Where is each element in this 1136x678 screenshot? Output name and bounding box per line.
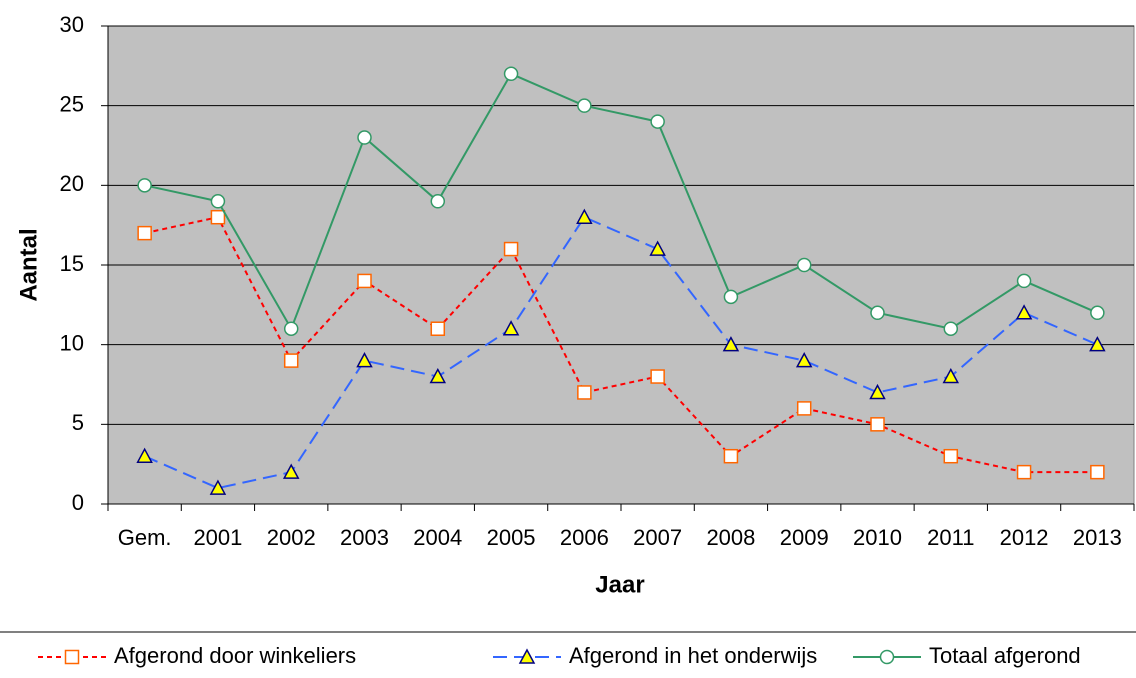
marker — [136, 447, 153, 463]
x-tick-label: 2006 — [560, 525, 609, 550]
marker — [282, 463, 300, 479]
marker — [357, 273, 372, 289]
marker — [723, 289, 739, 305]
marker — [64, 649, 80, 665]
marker — [650, 369, 665, 384]
marker — [942, 367, 960, 384]
x-tick-label: 2003 — [340, 525, 389, 550]
marker — [649, 240, 666, 256]
marker — [722, 336, 740, 352]
marker — [1016, 464, 1032, 480]
marker — [870, 305, 885, 321]
x-tick-label: 2010 — [853, 525, 902, 550]
y-tick-label: 25 — [60, 91, 84, 116]
x-tick-label: 2005 — [487, 525, 536, 550]
y-axis-title: Aantal — [15, 228, 42, 301]
x-tick-label: 2004 — [413, 525, 462, 550]
x-tick-label: Gem. — [118, 525, 172, 550]
y-tick-label: 30 — [60, 12, 84, 37]
marker — [795, 352, 813, 368]
series-line — [144, 72, 1098, 332]
marker — [503, 241, 519, 257]
marker — [723, 448, 739, 464]
marker — [137, 225, 152, 241]
marker — [502, 320, 520, 336]
x-tick-label: 2002 — [267, 525, 316, 550]
marker — [503, 66, 519, 82]
marker — [357, 130, 372, 145]
marker — [1090, 464, 1105, 480]
marker — [356, 352, 373, 368]
marker — [879, 649, 895, 665]
x-tick-label: 2001 — [193, 525, 242, 550]
marker — [796, 401, 812, 416]
marker — [577, 385, 592, 400]
marker — [430, 194, 446, 209]
legend-label: Afgerond door winkeliers — [114, 643, 356, 668]
marker — [1090, 305, 1105, 321]
marker — [430, 321, 446, 336]
series-line — [144, 215, 1098, 490]
x-tick-label: 2007 — [633, 525, 682, 550]
marker — [137, 178, 152, 193]
marker — [796, 257, 812, 273]
marker — [869, 383, 886, 400]
marker — [518, 648, 536, 664]
x-tick-label: 2012 — [1000, 525, 1049, 550]
x-tick-label: 2013 — [1073, 525, 1122, 550]
marker — [283, 321, 299, 336]
marker — [943, 448, 959, 464]
marker — [209, 479, 227, 495]
series-line — [144, 216, 1098, 474]
marker — [870, 417, 885, 432]
y-tick-label: 10 — [60, 330, 84, 355]
marker — [1089, 336, 1106, 352]
y-tick-label: 20 — [60, 171, 84, 196]
y-tick-label: 5 — [72, 410, 84, 435]
marker — [1015, 304, 1033, 320]
marker — [210, 209, 226, 225]
marker — [650, 114, 665, 129]
x-axis-title: Jaar — [595, 571, 644, 598]
marker — [577, 98, 592, 113]
marker — [283, 353, 299, 368]
marker — [429, 367, 447, 384]
x-tick-label: 2009 — [780, 525, 829, 550]
marker — [943, 321, 959, 336]
marker — [1016, 273, 1032, 289]
x-tick-label: 2011 — [927, 525, 974, 550]
y-tick-label: 15 — [60, 251, 84, 276]
marker — [210, 194, 226, 209]
x-tick-label: 2008 — [706, 525, 755, 550]
marker — [576, 208, 593, 224]
legend-label: Afgerond in het onderwijs — [569, 643, 817, 668]
legend-label: Totaal afgerond — [929, 643, 1081, 668]
y-tick-label: 0 — [72, 490, 84, 515]
